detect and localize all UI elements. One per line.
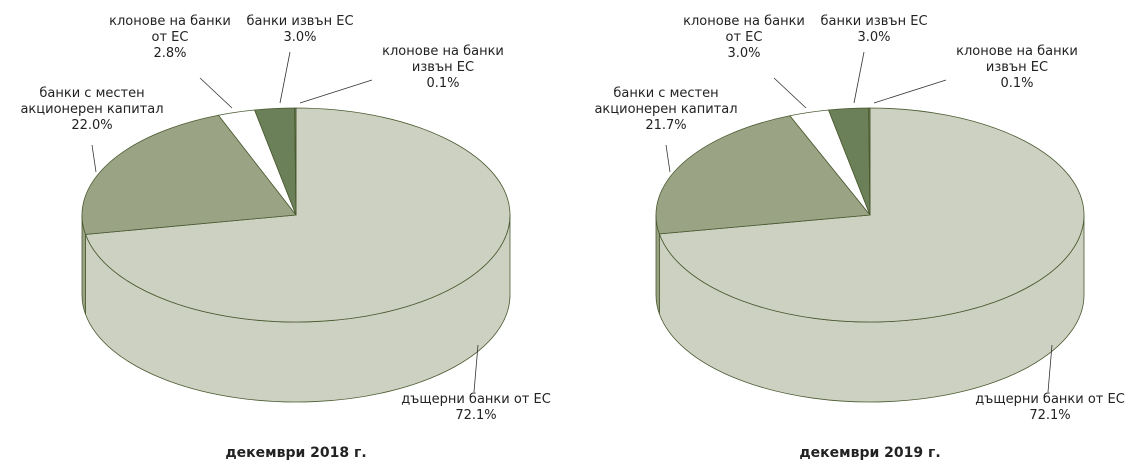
leader-line [873, 79, 947, 104]
slice-label: банки извън ЕС 3.0% [809, 14, 939, 46]
category-label: клонове на банки извън ЕС [956, 44, 1078, 75]
slice-label: дъщерни банки от ЕС 72.1% [940, 392, 1132, 424]
category-label: дъщерни банки от ЕС [975, 392, 1125, 407]
leader-line [665, 144, 671, 173]
value-label: 21.7% [645, 118, 687, 133]
category-label: клонове на банки от ЕС [683, 14, 805, 45]
slice-label: банки извън ЕС 3.0% [235, 14, 365, 46]
slice-label: банки с местен акционерен капитал 21.7% [591, 86, 741, 134]
leader-line [1047, 344, 1053, 393]
value-label: 0.1% [426, 76, 460, 91]
category-label: банки с местен акционерен капитал [20, 86, 164, 117]
category-label: банки с местен акционерен капитал [594, 86, 738, 117]
chart-title: декември 2018 г. [225, 445, 367, 461]
chart-title: декември 2019 г. [799, 445, 941, 461]
leader-line [279, 51, 291, 104]
leader-line [299, 79, 373, 104]
value-label: 3.0% [857, 30, 891, 45]
slice-label: дъщерни банки от ЕС 72.1% [366, 392, 586, 424]
pie-slice [84, 107, 511, 323]
category-label: дъщерни банки от ЕС [401, 392, 551, 407]
value-label: 72.1% [455, 408, 497, 423]
value-label: 2.8% [153, 46, 187, 61]
slice-label: банки с местен акционерен капитал 22.0% [17, 86, 167, 134]
value-label: 3.0% [283, 30, 317, 45]
leader-line [473, 344, 479, 393]
category-label: клонове на банки от ЕС [109, 14, 231, 45]
value-label: 0.1% [1000, 76, 1034, 91]
leader-line [853, 51, 865, 104]
slice-label: клонове на банки извън ЕС 0.1% [373, 44, 513, 92]
pie-slice [658, 107, 1085, 323]
pie-slice [81, 114, 297, 235]
value-label: 3.0% [727, 46, 761, 61]
slice-label: клонове на банки от ЕС 3.0% [674, 14, 814, 62]
category-label: банки извън ЕС [820, 14, 928, 29]
category-label: банки извън ЕС [246, 14, 354, 29]
leader-line [91, 144, 97, 173]
slice-label: клонове на банки от ЕС 2.8% [100, 14, 240, 62]
leader-line [199, 77, 233, 109]
value-label: 22.0% [71, 118, 113, 133]
category-label: клонове на банки извън ЕС [382, 44, 504, 75]
pie-slice [868, 107, 871, 216]
pie-slice [655, 115, 871, 235]
leader-line [773, 77, 807, 109]
value-label: 72.1% [1029, 408, 1071, 423]
slice-label: клонове на банки извън ЕС 0.1% [947, 44, 1087, 92]
pie-slice [294, 107, 297, 216]
